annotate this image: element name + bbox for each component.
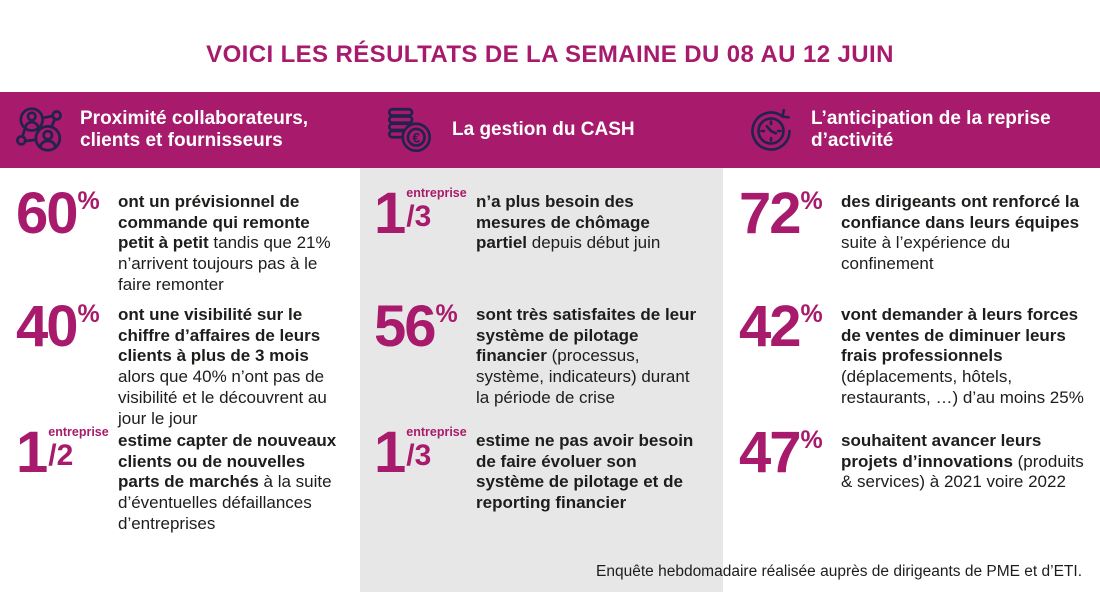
- stat-value: 1 entreprise/2: [16, 420, 109, 485]
- stat-value: 56%: [374, 294, 458, 359]
- fraction-denominator: /3: [406, 438, 432, 472]
- stat-text: des dirigeants ont renforcé la confiance…: [841, 192, 1080, 274]
- fraction-denominator: /2: [48, 438, 74, 472]
- stat-value: 1 entreprise/3: [374, 420, 467, 485]
- percent-sign: %: [77, 187, 100, 215]
- stat-visibilite-40: 40% ont une visibilité sur le chiffre d’…: [16, 294, 350, 429]
- svg-text:€: €: [412, 130, 420, 145]
- percent-sign: %: [435, 300, 458, 328]
- header-band: Proximité collaborateurs, clients et fou…: [0, 92, 1100, 168]
- percent-sign: %: [800, 187, 823, 215]
- header-label-proximite: Proximité collaborateurs, clients et fou…: [80, 107, 309, 151]
- stat-text: ont une visibilité sur le chiffre d’affa…: [118, 305, 327, 428]
- stat-pilotage-financier-56: 56% sont très satisfaites de leur systèm…: [374, 294, 704, 409]
- cash-column-background: [360, 168, 723, 592]
- header-column-reprise: L’anticipation de la reprise d’activité: [745, 92, 1093, 168]
- coins-icon: €: [382, 102, 438, 158]
- stat-text: sont très satisfaites de leur système de…: [476, 305, 697, 407]
- stat-text: n’a plus besoin des mesures de chômage p…: [476, 192, 661, 253]
- stat-text: ont un prévisionnel de commande qui remo…: [118, 192, 331, 294]
- stat-confiance-equipes-72: 72% des dirigeants ont renforcé la confi…: [739, 181, 1089, 275]
- stat-reporting-financier-1-3: 1 entreprise/3 estime ne pas avoir besoin…: [374, 420, 704, 514]
- stat-value: 60%: [16, 181, 100, 246]
- header-column-cash: € La gestion du CASH: [382, 92, 712, 168]
- stat-value: 72%: [739, 181, 823, 246]
- stat-text: estime capter de nouveaux clients ou de …: [118, 431, 337, 533]
- fraction-unit: entreprise: [406, 186, 467, 200]
- header-column-proximite: Proximité collaborateurs, clients et fou…: [12, 92, 357, 168]
- stat-value: 1 entreprise/3: [374, 181, 467, 246]
- percent-sign: %: [800, 426, 823, 454]
- header-label-cash: La gestion du CASH: [452, 118, 635, 140]
- fraction-unit: entreprise: [48, 425, 109, 439]
- stat-value: 40%: [16, 294, 100, 359]
- percent-sign: %: [77, 300, 100, 328]
- stat-value: 42%: [739, 294, 823, 359]
- stat-frais-professionnels-42: 42% vont demander à leurs forces de vent…: [739, 294, 1089, 409]
- network-people-icon: [12, 103, 66, 157]
- survey-source-note: Enquête hebdomadaire réalisée auprès de …: [596, 563, 1082, 580]
- stat-previsionnel-60: 60% ont un prévisionnel de commande qui …: [16, 181, 350, 296]
- percent-sign: %: [800, 300, 823, 328]
- clock-icon: [745, 104, 797, 156]
- fraction-denominator: /3: [406, 199, 432, 233]
- header-label-reprise: L’anticipation de la reprise d’activité: [811, 107, 1051, 151]
- stat-value: 47%: [739, 420, 823, 485]
- stat-text: souhaitent avancer leurs projets d’innov…: [841, 431, 1084, 492]
- stat-projets-innovations-47: 47% souhaitent avancer leurs projets d’i…: [739, 420, 1089, 493]
- stat-text: vont demander à leurs forces de ventes d…: [841, 305, 1084, 407]
- page-title: VOICI LES RÉSULTATS DE LA SEMAINE DU 08 …: [206, 41, 894, 68]
- stat-chomage-partiel-1-3: 1 entreprise/3 n’a plus besoin des mesure…: [374, 181, 704, 254]
- stat-text: estime ne pas avoir besoin de faire évol…: [476, 431, 694, 513]
- fraction-unit: entreprise: [406, 425, 467, 439]
- stat-capter-clients-1-2: 1 entreprise/2 estime capter de nouveaux …: [16, 420, 350, 535]
